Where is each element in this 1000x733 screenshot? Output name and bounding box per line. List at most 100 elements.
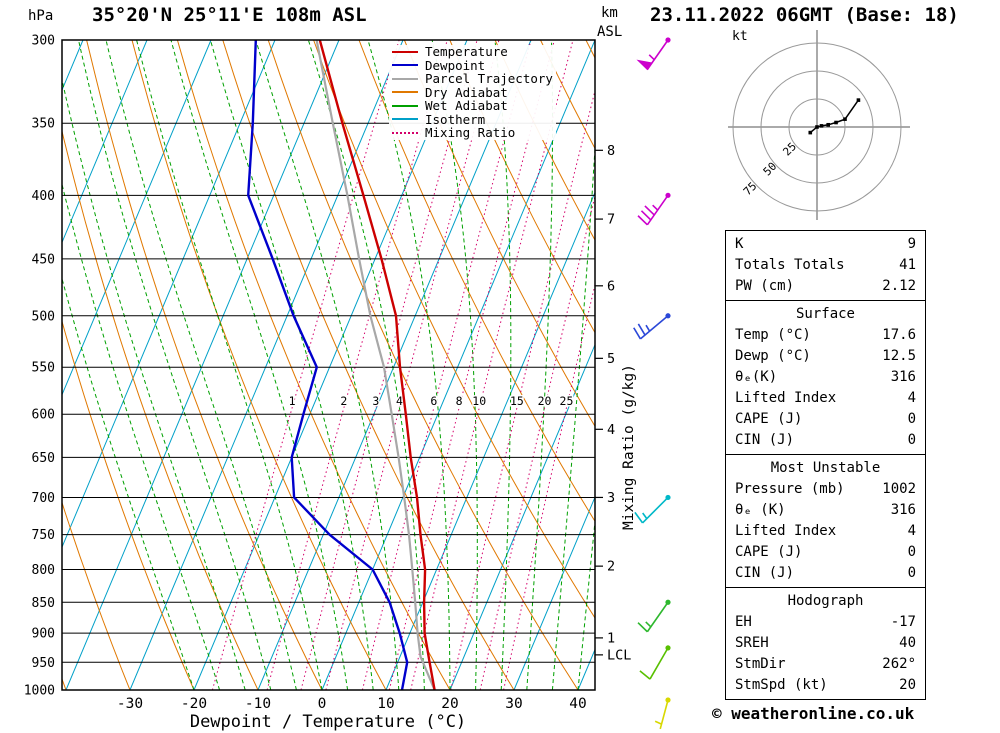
- hodograph-ring-label: 75: [741, 180, 760, 199]
- table-row-label: EH: [735, 614, 752, 630]
- temp-tick-label: -20: [181, 696, 207, 712]
- table-row: EH -17: [726, 612, 925, 633]
- table-row-value: 9: [907, 236, 916, 252]
- wind-barb-300: [636, 37, 671, 71]
- table-row: PW (cm) 2.12: [726, 276, 925, 297]
- table-row: SREH 40: [726, 633, 925, 654]
- hodograph-ring: [732, 42, 902, 212]
- station-title: 35°20'N 25°11'E 108m ASL: [92, 4, 367, 26]
- pressure-tick-label: 850: [32, 596, 55, 611]
- table-row-label: CAPE (J): [735, 411, 803, 427]
- hodograph-trace-point: [808, 130, 813, 135]
- sounding-curves: [246, 40, 436, 690]
- mixing-ratio-label: 25: [560, 394, 574, 408]
- legend-item: Dewpoint: [392, 58, 553, 73]
- pressure-tick-label: 650: [32, 451, 55, 466]
- table-row: Temp (°C) 17.6: [726, 325, 925, 346]
- table-row-value: 1002: [882, 481, 916, 497]
- pressure-tick-label: 550: [32, 361, 55, 376]
- wind-barbs: [633, 37, 671, 730]
- table-row: θₑ (K) 316: [726, 500, 925, 521]
- pressure-tick-label: 900: [32, 627, 55, 642]
- hodograph-trace-point: [843, 117, 847, 121]
- pressure-tick-label: 1000: [24, 684, 55, 699]
- table-row: CIN (J) 0: [726, 430, 925, 451]
- table-row: Lifted Index 4: [726, 388, 925, 409]
- asl-axis-unit-label: ASL: [597, 24, 623, 40]
- table-row-label: PW (cm): [735, 278, 795, 294]
- pressure-tick-label: 750: [32, 528, 55, 543]
- legend-item: Dry Adiabat: [392, 85, 553, 100]
- hodograph-trace-point: [834, 120, 838, 125]
- hodograph-trace-point: [826, 122, 830, 127]
- lcl-label: LCL: [607, 647, 631, 663]
- temperature-axis-label: Dewpoint / Temperature (°C): [189, 712, 467, 732]
- temp-tick-label: 30: [505, 696, 522, 712]
- hodograph-ring: [788, 98, 846, 156]
- km-tick-label: 7: [607, 212, 615, 228]
- pressure-tick-label: 700: [32, 491, 55, 506]
- table-row-value: 2.12: [882, 278, 916, 294]
- wind-barb-850: [637, 599, 671, 633]
- legend-swatch-wet-adiabat: [392, 104, 418, 107]
- legend-item: Mixing Ratio: [392, 125, 553, 140]
- indices-tables: K 9 Totals Totals 41 PW (cm) 2.12 Surface Temp …: [725, 230, 926, 700]
- mixing-ratio-label: 3: [372, 394, 379, 408]
- chart-legend: Temperature Dewpoint Parcel Trajectory Dry …: [389, 44, 556, 140]
- table-row-label: Temp (°C): [735, 327, 811, 343]
- table-row-value: 4: [907, 390, 916, 406]
- table-row: Totals Totals 41: [726, 255, 925, 276]
- legend-swatch-temperature: [392, 50, 418, 53]
- temp-tick-label: 0: [318, 696, 327, 712]
- mixing-ratio-axis-label: Mixing Ratio (g/kg): [621, 364, 637, 530]
- mixing-ratio-label: 1: [289, 394, 296, 408]
- table-row: Dewp (°C) 12.5: [726, 346, 925, 367]
- table-row-value: 40: [899, 635, 916, 651]
- table-row-label: Dewp (°C): [735, 348, 811, 364]
- temp-tick-label: 40: [569, 696, 586, 712]
- table-row: Lifted Index 4: [726, 521, 925, 542]
- legend-label: Parcel Trajectory: [425, 71, 553, 87]
- table-row-label: Totals Totals: [735, 257, 845, 273]
- pressure-tick-label: 300: [32, 34, 55, 49]
- table-row-value: 4: [907, 523, 916, 539]
- pressure-tick-label: 600: [32, 408, 55, 423]
- legend-swatch-parcel-trajectory: [392, 77, 418, 80]
- table-row-value: 12.5: [882, 348, 916, 364]
- table-row-value: 0: [907, 432, 916, 448]
- chart-frame: [61, 39, 596, 691]
- mixing-ratio-label: 8: [456, 394, 463, 408]
- legend-item: Temperature: [392, 44, 553, 59]
- mixing-ratio-label: 4: [396, 394, 403, 408]
- hodograph-unit-label: kt: [732, 29, 748, 44]
- km-tick-label: 3: [607, 490, 615, 506]
- table-row-value: 316: [890, 502, 916, 518]
- table-row-label: SREH: [735, 635, 769, 651]
- table-row: CAPE (J) 0: [726, 542, 925, 563]
- hodograph-ring: [760, 70, 874, 184]
- table-hodograph: Hodograph EH -17 SREH 40 StmDir 262° StmSpd (kt…: [725, 587, 926, 700]
- dewpoint-curve: [246, 40, 409, 690]
- temp-tick-label: 20: [441, 696, 458, 712]
- legend-label: Isotherm: [425, 111, 486, 127]
- pressure-tick-label: 450: [32, 252, 55, 267]
- legend-swatch-dewpoint: [392, 64, 418, 67]
- table-row-value: 17.6: [882, 327, 916, 343]
- wind-barb-500: [633, 313, 671, 340]
- table-header: Most Unstable: [770, 460, 881, 476]
- table-row-label: θₑ (K): [735, 502, 786, 518]
- wind-barb-700: [634, 494, 671, 524]
- hodograph-ring-label: 50: [761, 160, 780, 179]
- table-row-label: CAPE (J): [735, 544, 803, 560]
- km-tick-label: 4: [607, 422, 615, 438]
- pressure-axis-unit-label: hPa: [28, 8, 54, 24]
- mixing-ratio-label: 10: [472, 394, 486, 408]
- mixing-ratio-labels: 1 2 3 4 6 8 10 15 20 25: [287, 392, 575, 409]
- km-axis: 1 2 3 4 5 6 7 8 LCL: [595, 143, 631, 663]
- table-row-label: CIN (J): [735, 432, 795, 448]
- table-surface: Surface Temp (°C) 17.6 Dewp (°C) 12.5 θₑ(K) 31…: [725, 300, 926, 455]
- table-row-value: -17: [890, 614, 916, 630]
- hodograph-trace-point: [819, 124, 824, 128]
- km-tick-label: 2: [607, 559, 615, 575]
- hodograph-trace-point: [856, 98, 861, 102]
